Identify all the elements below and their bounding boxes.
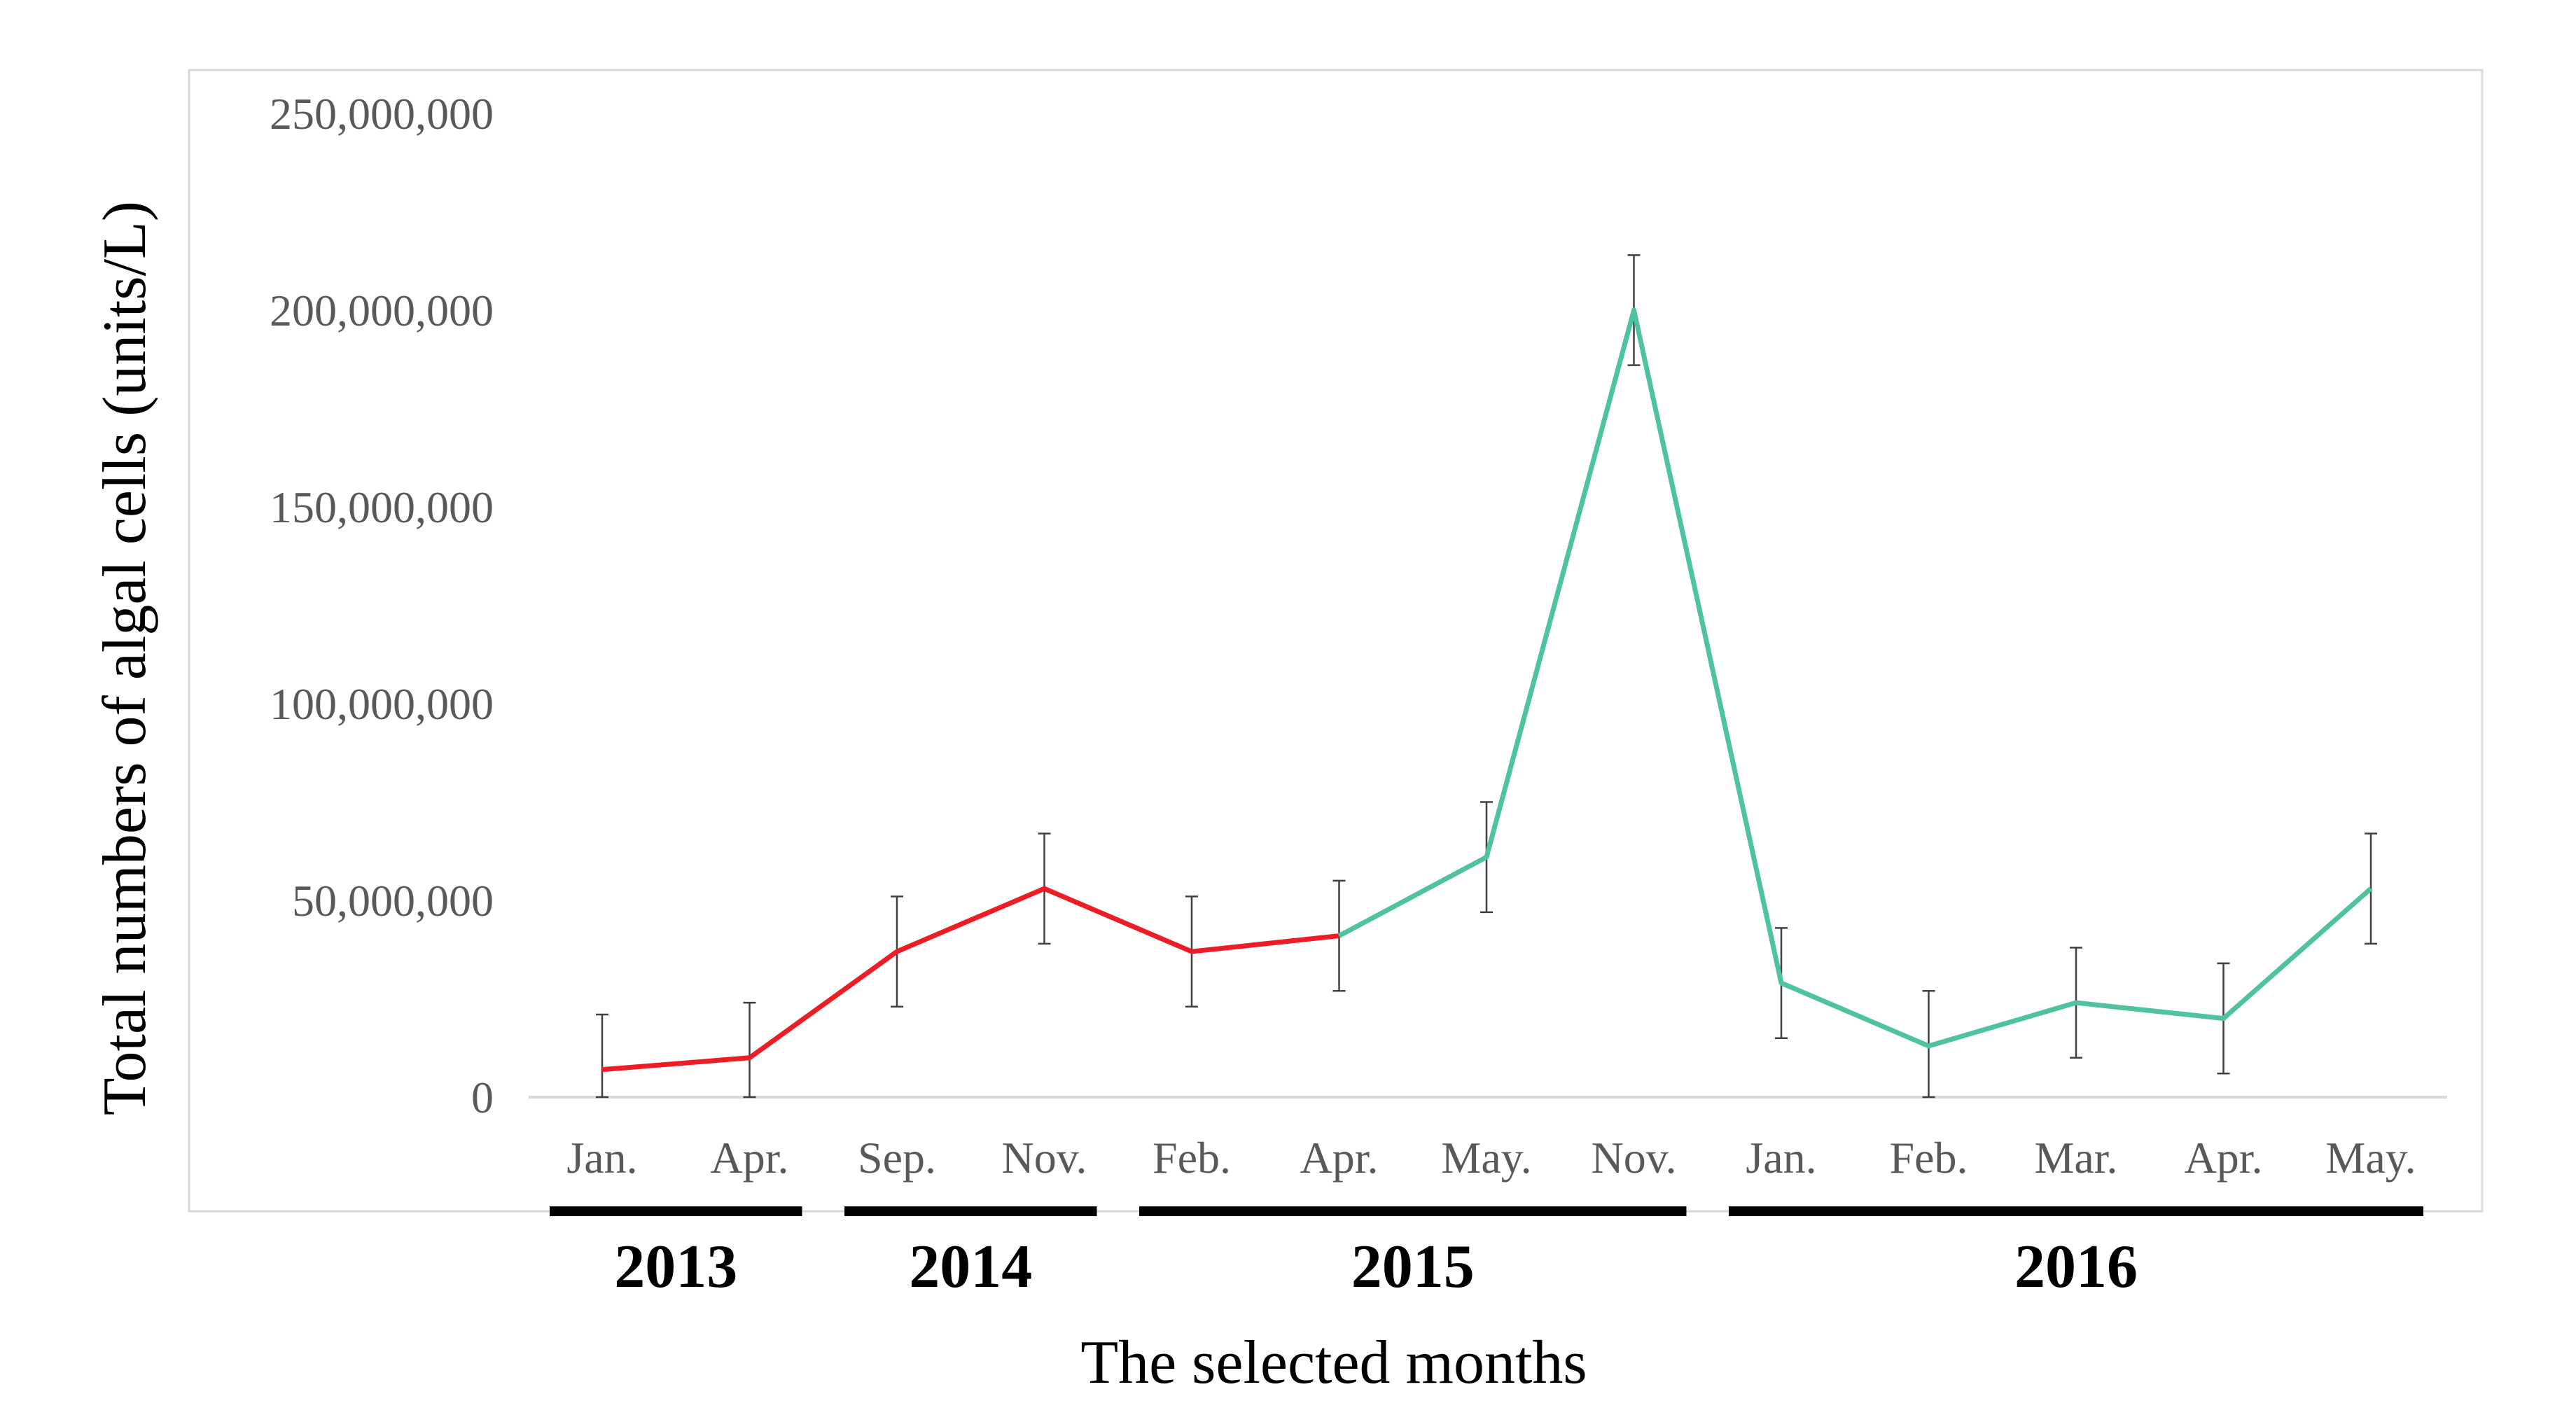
data-point [1042, 886, 1047, 891]
y-axis-ticks: 0 50,000,000 100,000,000 150,000,000 200,000… [270, 89, 494, 1122]
data-point [599, 1067, 605, 1073]
series-line-segment-1 [601, 886, 1339, 1073]
x-tick-label: Nov. [1591, 1133, 1676, 1183]
data-point [1484, 854, 1489, 860]
x-tick-label: Apr. [2185, 1133, 2263, 1183]
data-point [1926, 1043, 1932, 1049]
x-tick-label: Jan. [566, 1133, 637, 1183]
plot-frame [188, 69, 2484, 1213]
year-groups: 2013 2014 2015 2016 [550, 1206, 2423, 1301]
data-point [894, 949, 900, 954]
x-tick-label: May. [2325, 1133, 2416, 1183]
data-point [1778, 980, 1784, 986]
data-point [1337, 933, 1342, 939]
data-point [2221, 1016, 2227, 1022]
y-tick-label: 100,000,000 [270, 679, 494, 729]
year-label: 2015 [1351, 1233, 1475, 1301]
x-tick-label: Feb. [1890, 1133, 1968, 1183]
x-tick-label: Jan. [1746, 1133, 1816, 1183]
x-axis-title: The selected months [1080, 1329, 1587, 1397]
y-tick-label: 150,000,000 [270, 482, 494, 532]
y-tick-label: 0 [471, 1073, 494, 1122]
x-tick-label: Apr. [1300, 1133, 1379, 1183]
x-tick-label: Mar. [2034, 1133, 2117, 1183]
x-tick-label: Feb. [1153, 1133, 1231, 1183]
x-tick-label: Nov. [1001, 1133, 1087, 1183]
y-tick-label: 50,000,000 [292, 876, 494, 926]
year-label: 2016 [2014, 1233, 2138, 1301]
data-point [1189, 949, 1195, 954]
y-tick-label: 200,000,000 [270, 286, 494, 335]
x-tick-label: Apr. [711, 1133, 789, 1183]
data-point [1631, 307, 1637, 313]
error-bars [596, 254, 2377, 1099]
year-label: 2014 [909, 1233, 1032, 1301]
x-axis-ticks: Jan. Apr. Sep. Nov. Feb. Apr. May. Nov. Jan. Feb.… [566, 1133, 2416, 1183]
data-point [747, 1055, 753, 1061]
data-lines [599, 307, 2374, 1073]
data-point [2368, 886, 2374, 891]
x-tick-label: May. [1441, 1133, 1531, 1183]
x-tick-label: Sep. [858, 1133, 936, 1183]
series-line-segment-2 [1337, 307, 2373, 1049]
year-label: 2013 [614, 1233, 737, 1301]
data-point [2073, 1000, 2079, 1005]
y-tick-label: 250,000,000 [270, 89, 494, 139]
y-axis-title: Total numbers of algal cells (units/L) [91, 201, 159, 1115]
